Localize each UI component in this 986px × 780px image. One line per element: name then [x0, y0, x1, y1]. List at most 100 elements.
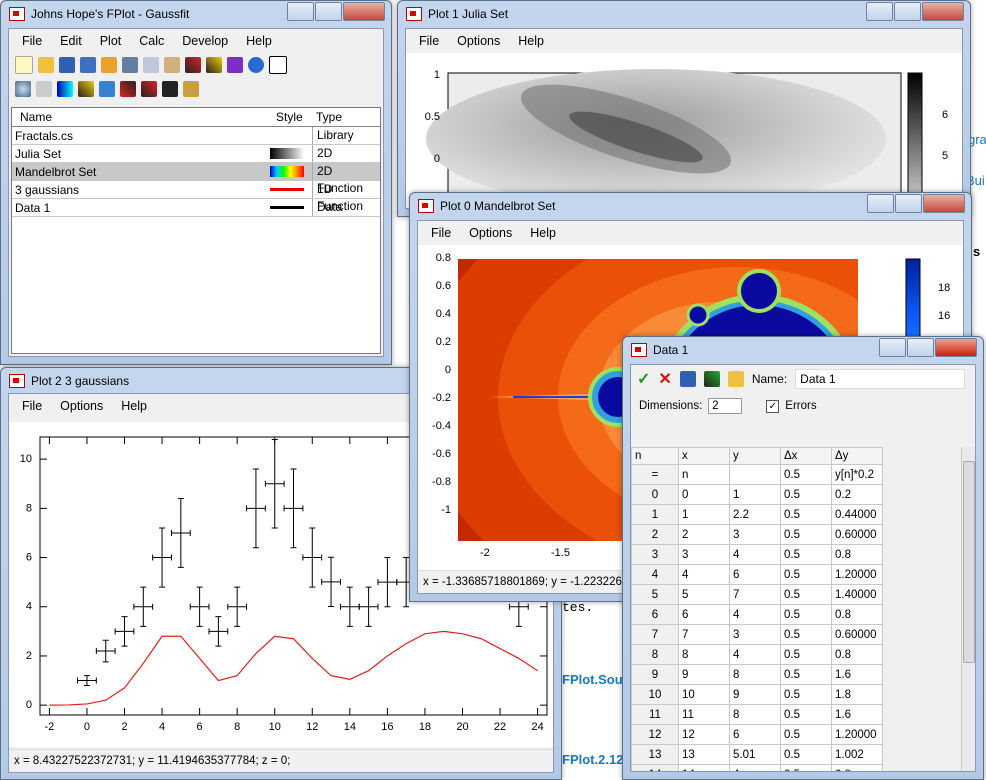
table-cell[interactable]: [729, 464, 781, 485]
csharp-button[interactable]: [227, 57, 243, 73]
list-row[interactable]: Julia Set 2D Function: [12, 145, 380, 177]
table-cell[interactable]: 1.8: [831, 684, 883, 705]
table-cell[interactable]: 2.2: [729, 504, 781, 525]
row-header[interactable]: =: [631, 464, 679, 485]
table-cell[interactable]: 1.20000: [831, 564, 883, 585]
menu-item[interactable]: Help: [530, 226, 556, 240]
fit-button[interactable]: [120, 81, 136, 97]
table-cell[interactable]: 7: [729, 584, 781, 605]
maximize-button[interactable]: [895, 194, 922, 213]
zoom-button[interactable]: [15, 81, 31, 97]
menu-item[interactable]: Help: [246, 34, 272, 48]
dimensions-spinner[interactable]: 2: [708, 398, 743, 414]
table-cell[interactable]: 5: [678, 584, 730, 605]
list-row-selected[interactable]: Mandelbrot Set 2D Function: [12, 163, 380, 195]
save-as-button[interactable]: [80, 57, 96, 73]
table-cell[interactable]: 1: [729, 484, 781, 505]
column-header[interactable]: Style: [276, 110, 303, 124]
table-cell[interactable]: 0.60000: [831, 524, 883, 545]
paste-button[interactable]: [164, 57, 180, 73]
background-link[interactable]: FPlot.2.12: [562, 752, 624, 767]
table-cell[interactable]: 1.6: [831, 664, 883, 685]
scrollbar-thumb[interactable]: [963, 461, 975, 663]
row-header[interactable]: 11: [631, 704, 679, 725]
scrollbar[interactable]: [961, 447, 975, 771]
console-button[interactable]: [162, 81, 178, 97]
table-cell[interactable]: 13: [678, 744, 730, 765]
curve-button[interactable]: [141, 81, 157, 97]
minimize-button[interactable]: [866, 2, 893, 21]
menu-item[interactable]: Plot: [99, 34, 122, 48]
minimize-button[interactable]: [879, 338, 906, 357]
table-cell[interactable]: 0.5: [780, 584, 832, 605]
menu-item[interactable]: Help: [121, 399, 147, 413]
table-cell[interactable]: 3: [729, 524, 781, 545]
menu-item[interactable]: File: [22, 399, 43, 413]
row-header[interactable]: 3: [631, 544, 679, 565]
table-cell[interactable]: 0.8: [831, 604, 883, 625]
new-plot-button[interactable]: [185, 57, 201, 73]
minimize-button[interactable]: [287, 2, 314, 21]
table-cell[interactable]: 14: [678, 764, 730, 771]
row-header[interactable]: 6: [631, 604, 679, 625]
table-cell[interactable]: 11: [678, 704, 730, 725]
close-button[interactable]: [923, 194, 965, 213]
refresh-button[interactable]: [99, 81, 115, 97]
menu-item[interactable]: File: [431, 226, 452, 240]
copy-button[interactable]: [143, 57, 159, 73]
table-cell[interactable]: 0.5: [780, 604, 832, 625]
table-cell[interactable]: 0.5: [780, 724, 832, 745]
table-cell[interactable]: 9: [729, 684, 781, 705]
row-header[interactable]: 0: [631, 484, 679, 505]
table-cell[interactable]: 0.8: [831, 544, 883, 565]
table-cell[interactable]: 6: [678, 604, 730, 625]
row-header[interactable]: 8: [631, 644, 679, 665]
new-button[interactable]: [15, 56, 33, 74]
column-header[interactable]: n: [631, 447, 679, 465]
table-cell[interactable]: 2: [678, 524, 730, 545]
table-cell[interactable]: 4: [729, 604, 781, 625]
table-cell[interactable]: 0: [678, 484, 730, 505]
table-cell[interactable]: 1.40000: [831, 584, 883, 605]
apply-button[interactable]: ✓: [637, 371, 651, 388]
maximize-button[interactable]: [907, 338, 934, 357]
table-cell[interactable]: 0.8: [831, 764, 883, 771]
table-cell[interactable]: 6: [729, 724, 781, 745]
new-function-button[interactable]: [206, 57, 222, 73]
table-cell[interactable]: 0.5: [780, 564, 832, 585]
table-cell[interactable]: 0.5: [780, 624, 832, 645]
cancel-button[interactable]: ✕: [658, 371, 672, 388]
table-cell[interactable]: 6: [729, 564, 781, 585]
close-file-button[interactable]: [101, 57, 117, 73]
menu-item[interactable]: File: [22, 34, 43, 48]
table-cell[interactable]: 0.2: [831, 484, 883, 505]
row-header[interactable]: 7: [631, 624, 679, 645]
table-cell[interactable]: 0.5: [780, 744, 832, 765]
table-cell[interactable]: 0.5: [780, 464, 832, 485]
table-cell[interactable]: 4: [729, 764, 781, 771]
save-button[interactable]: [679, 371, 696, 387]
table-cell[interactable]: 0.5: [780, 504, 832, 525]
table-cell[interactable]: 7: [678, 624, 730, 645]
row-header[interactable]: 4: [631, 564, 679, 585]
table-cell[interactable]: 9: [678, 664, 730, 685]
minimize-button[interactable]: [867, 194, 894, 213]
background-link[interactable]: gra: [968, 132, 986, 147]
list-row[interactable]: 3 gaussians 1D Function: [12, 181, 380, 213]
close-button[interactable]: [343, 2, 385, 21]
library-button[interactable]: [183, 81, 199, 97]
table-cell[interactable]: 0.5: [780, 684, 832, 705]
row-header[interactable]: 2: [631, 524, 679, 545]
row-header[interactable]: 10: [631, 684, 679, 705]
table-cell[interactable]: 3: [678, 544, 730, 565]
table-cell[interactable]: 1.6: [831, 704, 883, 725]
table-cell[interactable]: 0.60000: [831, 624, 883, 645]
table-cell[interactable]: 3: [729, 624, 781, 645]
table-cell[interactable]: 8: [678, 644, 730, 665]
table-cell[interactable]: 0.5: [780, 764, 832, 771]
table-cell[interactable]: 0.5: [780, 664, 832, 685]
menu-item[interactable]: Help: [518, 34, 544, 48]
row-header[interactable]: 14: [631, 764, 679, 771]
menu-item[interactable]: Develop: [182, 34, 229, 48]
cut-button[interactable]: [122, 57, 138, 73]
